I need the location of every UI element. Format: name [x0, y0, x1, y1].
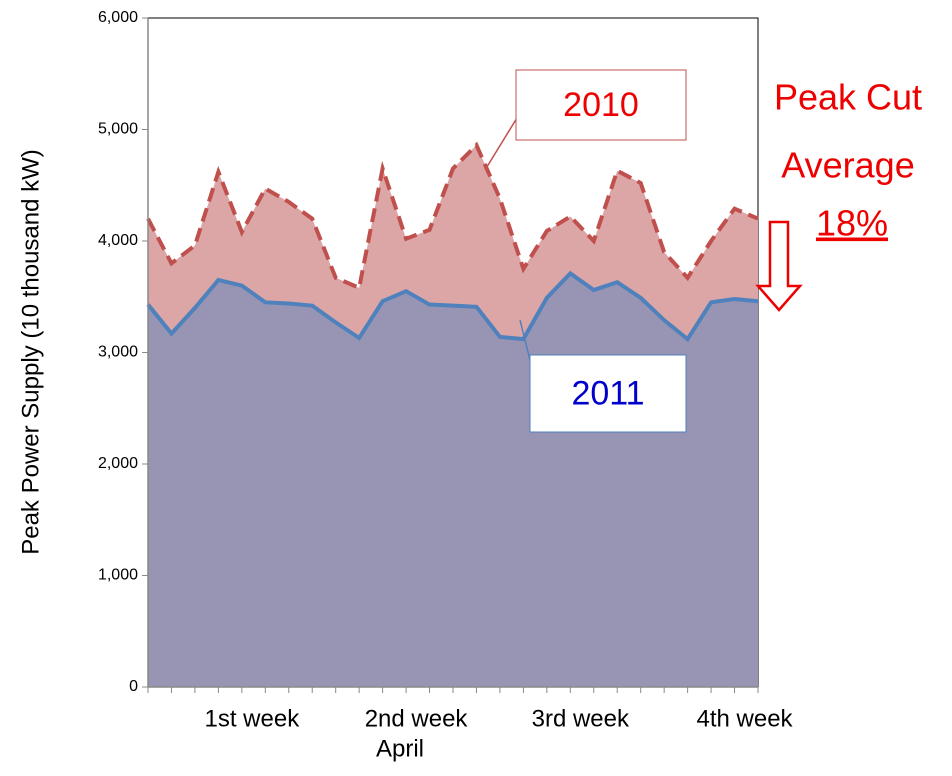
annotation: 18% [816, 203, 888, 244]
x-tick-label: 3rd week [532, 705, 630, 732]
y-axis-title: Peak Power Supply (10 thousand kW) [17, 149, 44, 555]
series-label: 2011 [571, 374, 644, 412]
x-tick-label: 1st week [204, 705, 300, 732]
y-tick-label: 5,000 [98, 121, 138, 138]
area [148, 273, 758, 687]
annotation: Average [781, 145, 914, 186]
y-tick-label: 0 [129, 678, 138, 695]
series-line [146, 141, 759, 291]
x-tick-label: 4th week [697, 705, 794, 732]
y-tick-label: 2,000 [98, 455, 138, 472]
series-line [146, 270, 759, 343]
x-tick-label: 2nd week [365, 705, 469, 732]
arrow [755, 220, 803, 312]
annotation: Peak Cut [774, 77, 922, 118]
y-tick-label: 6,000 [98, 9, 138, 26]
x-axis-title: April [376, 735, 424, 762]
y-tick-label: 3,000 [98, 344, 138, 361]
callout-box [515, 69, 687, 141]
series-label: 2010 [563, 86, 639, 124]
callout-box [529, 354, 687, 433]
y-tick-label: 1,000 [98, 567, 138, 584]
y-tick-label: 4,000 [98, 232, 138, 249]
